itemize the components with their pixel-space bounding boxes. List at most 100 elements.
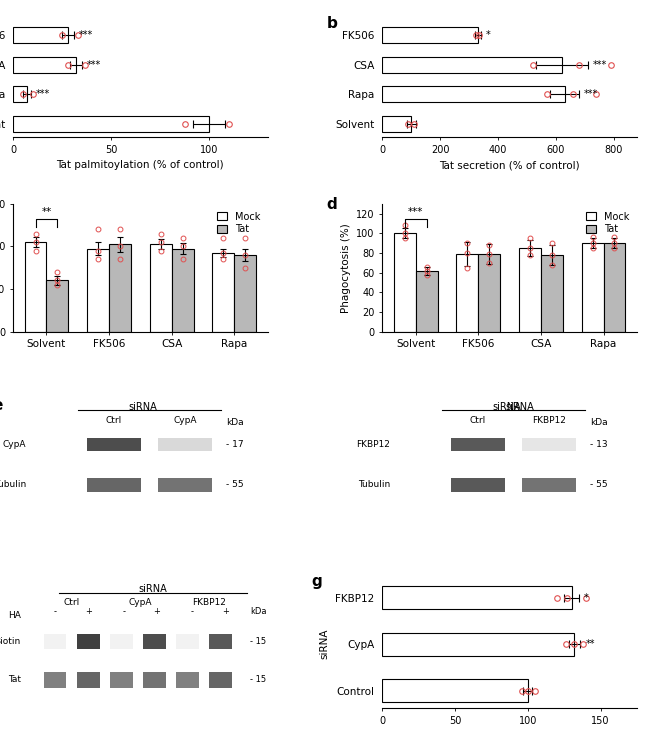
Text: - 55: - 55 xyxy=(226,480,244,489)
Text: e: e xyxy=(0,399,3,413)
Bar xyxy=(382,633,575,656)
Text: Tat: Tat xyxy=(8,675,21,685)
Text: siRNA: siRNA xyxy=(493,402,521,412)
Text: kDa: kDa xyxy=(250,607,266,616)
Bar xyxy=(382,115,411,131)
Bar xyxy=(143,672,166,688)
Text: kDa: kDa xyxy=(590,418,608,427)
Bar xyxy=(382,86,565,102)
Y-axis label: Phagocytosis (%): Phagocytosis (%) xyxy=(341,223,350,312)
Text: siRNA: siRNA xyxy=(506,402,534,412)
Bar xyxy=(451,478,504,491)
Text: +: + xyxy=(153,607,161,616)
Text: HA: HA xyxy=(8,611,21,620)
Text: siRNA: siRNA xyxy=(138,584,168,594)
Text: CypA: CypA xyxy=(174,415,197,425)
Text: Biotin: Biotin xyxy=(0,637,21,646)
Text: ***: *** xyxy=(593,60,607,69)
Text: **: ** xyxy=(42,207,51,217)
Text: -: - xyxy=(53,607,57,616)
Bar xyxy=(110,672,133,688)
Bar xyxy=(77,634,99,649)
Text: *: * xyxy=(486,30,491,40)
Bar xyxy=(603,243,625,331)
Text: g: g xyxy=(311,574,322,589)
Bar xyxy=(13,57,75,73)
Text: FKBP12: FKBP12 xyxy=(356,440,390,449)
Bar xyxy=(44,672,66,688)
Text: CypA: CypA xyxy=(129,598,152,607)
Bar xyxy=(87,437,140,451)
Text: Tubulin: Tubulin xyxy=(0,480,26,489)
Bar xyxy=(394,234,416,331)
Text: FKBP12: FKBP12 xyxy=(532,415,566,425)
Text: - 15: - 15 xyxy=(250,637,266,646)
Bar xyxy=(234,255,256,331)
Bar xyxy=(382,586,571,610)
Bar xyxy=(478,254,500,331)
Text: kDa: kDa xyxy=(226,418,244,427)
Bar xyxy=(176,634,199,649)
X-axis label: Tat palmitoylation (% of control): Tat palmitoylation (% of control) xyxy=(57,160,224,170)
Bar xyxy=(159,478,212,491)
Bar xyxy=(523,437,576,451)
Text: Ctrl: Ctrl xyxy=(470,415,486,425)
Bar xyxy=(209,634,232,649)
Y-axis label: siRNA: siRNA xyxy=(320,629,330,659)
Bar xyxy=(25,242,47,331)
Text: FKBP12: FKBP12 xyxy=(192,598,226,607)
Bar xyxy=(13,27,68,43)
Bar xyxy=(451,437,504,451)
Bar xyxy=(582,243,603,331)
Bar xyxy=(159,437,212,451)
Bar xyxy=(87,478,140,491)
Bar xyxy=(382,27,478,43)
Text: b: b xyxy=(326,16,337,31)
Text: Ctrl: Ctrl xyxy=(64,598,80,607)
Text: - 13: - 13 xyxy=(590,440,608,449)
Bar xyxy=(176,672,199,688)
Bar xyxy=(213,253,234,331)
X-axis label: Tat secretion (% of control): Tat secretion (% of control) xyxy=(439,160,580,170)
Bar xyxy=(519,248,541,331)
Text: **: ** xyxy=(586,639,595,649)
Bar xyxy=(13,86,27,102)
Text: -: - xyxy=(191,607,194,616)
Text: ***: *** xyxy=(79,30,93,40)
Text: - 55: - 55 xyxy=(590,480,608,489)
Bar xyxy=(416,271,437,331)
Bar xyxy=(109,245,131,331)
Text: ***: *** xyxy=(36,89,50,99)
Text: d: d xyxy=(326,197,337,212)
Bar xyxy=(382,679,528,702)
Text: siRNA: siRNA xyxy=(129,402,157,412)
Text: CypA: CypA xyxy=(3,440,26,449)
Text: +: + xyxy=(84,607,92,616)
Text: Ctrl: Ctrl xyxy=(105,415,122,425)
Text: - 17: - 17 xyxy=(226,440,244,449)
Bar xyxy=(110,634,133,649)
Text: ***: *** xyxy=(86,60,101,69)
Text: - 15: - 15 xyxy=(250,675,266,685)
Bar xyxy=(87,248,109,331)
Bar xyxy=(47,280,68,331)
Bar xyxy=(172,248,194,331)
Text: -: - xyxy=(122,607,125,616)
Text: Tubulin: Tubulin xyxy=(358,480,390,489)
Legend: Mock, Tat: Mock, Tat xyxy=(584,209,632,237)
Text: ***: *** xyxy=(408,207,423,217)
Bar xyxy=(150,245,172,331)
Text: *: * xyxy=(584,593,589,603)
Bar xyxy=(44,634,66,649)
Bar xyxy=(209,672,232,688)
Bar xyxy=(382,57,562,73)
Bar xyxy=(523,478,576,491)
Text: +: + xyxy=(222,607,229,616)
Legend: Mock, Tat: Mock, Tat xyxy=(214,209,263,237)
Text: ***: *** xyxy=(584,89,599,99)
Bar xyxy=(13,115,209,131)
Bar xyxy=(541,255,563,331)
Bar xyxy=(456,254,478,331)
Bar xyxy=(143,634,166,649)
Bar xyxy=(77,672,99,688)
